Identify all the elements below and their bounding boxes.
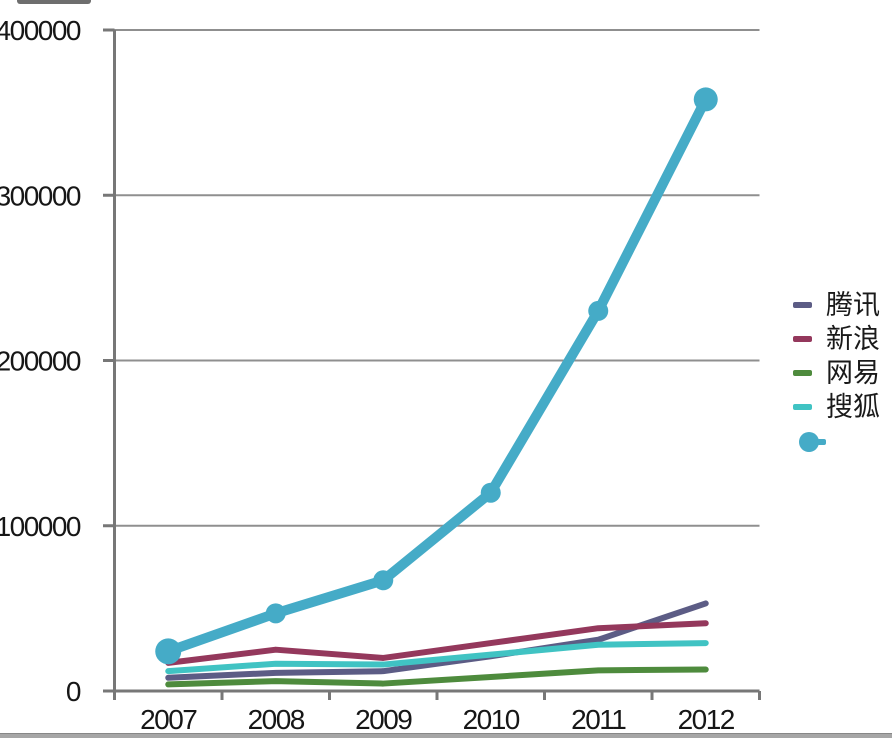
series-marker-unnamed [155,638,182,665]
series-line-wangyi [165,666,709,688]
series-line-unnamed [163,94,711,657]
legend-item-wangyi: 网易 [793,356,880,390]
series-line-tengxun [165,600,709,681]
legend-label-souhu: 搜狐 [826,391,880,422]
legend: 腾讯 新浪 网易 搜狐 [793,288,880,458]
y-tick-label: 200000 [0,346,81,377]
legend-marker-dot-icon [799,432,826,452]
legend-label-tengxun: 腾讯 [826,289,880,320]
legend-item-xinlang: 新浪 [793,322,880,356]
series-marker-unnamed [693,87,718,112]
y-tick-label: 100000 [0,511,81,542]
series-marker-unnamed [265,603,286,624]
x-tick-label: 2012 [678,704,735,735]
legend-label-wangyi: 网易 [826,357,880,388]
cropped-text-artifact [17,0,91,4]
y-tick-label: 0 [66,676,81,707]
y-tick-label: 300000 [0,180,81,211]
series-line-souhu [165,640,709,675]
x-tick-label: 2007 [140,704,197,735]
x-tick-label: 2008 [248,704,305,735]
series-marker-unnamed [480,482,501,503]
legend-item-souhu: 搜狐 [793,390,880,424]
legend-item-unnamed [793,424,880,458]
legend-item-tengxun: 腾讯 [793,288,880,322]
series-marker-unnamed [588,300,609,321]
series-marker-unnamed [373,570,394,591]
legend-label-xinlang: 新浪 [826,323,880,354]
x-tick-label: 2009 [355,704,412,735]
legend-swatch-wangyi [793,370,812,376]
y-tick-label: 400000 [0,15,81,46]
legend-swatch-xinlang [793,336,812,342]
x-tick-label: 2011 [571,704,626,735]
legend-swatch-tengxun [793,302,812,308]
series-line-xinlang [165,620,709,666]
bottom-divider-bar [0,733,892,738]
legend-swatch-souhu [793,404,812,410]
x-tick-label: 2010 [463,704,520,735]
